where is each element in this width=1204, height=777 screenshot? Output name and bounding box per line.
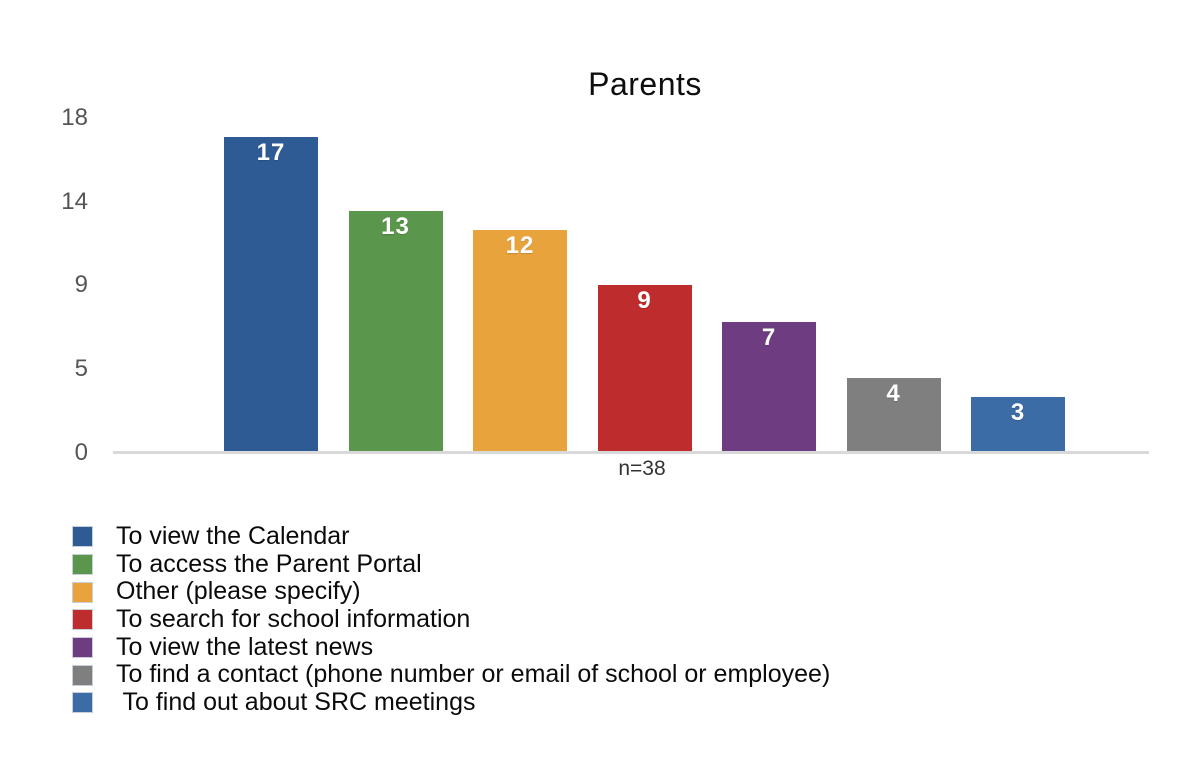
legend-item: Other (please specify) <box>72 578 830 606</box>
legend-label: To find a contact (phone number or email… <box>116 660 831 689</box>
bar-2: 13 <box>348 210 443 453</box>
legend-swatch-icon <box>72 581 93 603</box>
legend-swatch-icon <box>72 554 93 576</box>
y-tick-label: 14 <box>61 187 88 215</box>
legend-swatch-icon <box>72 664 93 686</box>
bar-value-label: 4 <box>886 380 901 408</box>
legend-item: To access the Parent Portal <box>72 549 830 579</box>
bar-value-label: 12 <box>505 231 535 259</box>
sample-size-note: n=38 <box>618 457 666 480</box>
y-tick-label: 0 <box>74 438 88 466</box>
legend-swatch-icon <box>72 637 93 659</box>
legend-label: Other (please specify) <box>116 577 361 606</box>
bar-5: 7 <box>722 322 816 453</box>
legend-swatch-icon <box>72 526 93 548</box>
bar-value-label: 3 <box>1010 398 1026 426</box>
legend-label: To search for school information <box>116 605 471 634</box>
x-axis-line <box>113 451 1149 454</box>
legend-label: To view the Calendar <box>116 522 350 550</box>
bar-4: 9 <box>597 285 692 453</box>
bar-1: 17 <box>224 136 318 453</box>
legend-label: To access the Parent Portal <box>116 549 422 578</box>
y-tick-label: 18 <box>61 104 88 131</box>
bar-7: 3 <box>971 396 1065 453</box>
bar-value-label: 7 <box>761 324 777 352</box>
legend-label: To find out about SRC meetings <box>116 688 476 717</box>
legend-item: To view the latest news <box>72 632 830 662</box>
y-tick-label: 5 <box>74 354 88 382</box>
bar-value-label: 17 <box>256 138 286 166</box>
y-tick-label: 9 <box>74 271 88 299</box>
legend-swatch-icon <box>72 609 93 631</box>
legend-item: To search for school information <box>72 605 830 634</box>
bar-3: 12 <box>473 229 567 453</box>
legend-label: To view the latest news <box>116 632 374 661</box>
legend-item: To find a contact (phone number or email… <box>72 661 830 689</box>
legend: To view the Calendar To access the Parent… <box>72 522 830 717</box>
bar-6: 4 <box>846 378 941 453</box>
bar-value-label: 9 <box>637 287 652 315</box>
legend-item: To find out about SRC meetings <box>72 688 830 717</box>
legend-item: To view the Calendar <box>72 522 830 551</box>
chart-title: Parents <box>588 66 702 102</box>
legend-swatch-icon <box>72 692 93 714</box>
bar-value-label: 13 <box>381 212 410 240</box>
